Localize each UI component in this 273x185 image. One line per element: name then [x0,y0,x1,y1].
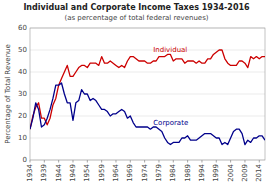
x-tick [58,160,59,163]
grid-line [30,94,265,95]
x-tick [115,160,116,163]
subtitle: (as percentage of total federal revenues… [64,14,208,22]
x-tick-label: 1994 [198,163,206,181]
series-label: Corporate [153,119,188,127]
x-tick-label: 1949 [69,164,77,182]
x-tick-label: 1954 [83,163,91,181]
x-tick [173,160,174,163]
x-tick-label: 1964 [112,163,120,181]
x-tick-label: 1989 [184,164,192,182]
x-tick [30,160,31,163]
y-tick-label: 40 [18,68,27,76]
x-tick [101,160,102,163]
x-tick-label: 1959 [98,164,106,182]
x-tick [216,160,217,163]
x-tick-label: 1934 [26,163,34,181]
x-tick [230,160,231,163]
grid-line [30,116,265,117]
y-tick-label: 0 [23,156,27,164]
y-grid [30,28,265,160]
plot-frame [30,28,265,160]
x-tick [158,160,159,163]
y-tick-label: 50 [18,46,27,54]
y-tick-label: 10 [18,134,27,142]
x-tick-label: 1979 [155,164,163,182]
x-tick [201,160,202,163]
y-tick-label: 30 [18,90,27,98]
y-axis-label: Percentage of Total Revenue [4,44,12,144]
chart: Individual and Corporate Income Taxes 19… [0,0,273,185]
x-tick [130,160,131,163]
x-tick [72,160,73,163]
grid-line [30,50,265,51]
x-tick-label: 1984 [169,163,177,181]
x-tick [187,160,188,163]
series-label: Individual [153,46,187,54]
series-line [30,50,265,129]
x-tick-label: 2004 [227,163,235,181]
x-tick-label: 1939 [40,164,48,182]
y-tick-label: 60 [18,24,27,32]
x-tick-label: 2009 [241,164,249,182]
x-tick-label: 2014 [255,163,263,181]
x-tick-label: 1999 [212,164,220,182]
x-tick-label: 1969 [126,164,134,182]
title: Individual and Corporate Income Taxes 19… [23,3,250,12]
series-line [30,83,265,145]
y-tick-label: 20 [18,112,27,120]
x-tick-label: 1974 [141,163,149,181]
x-tick [259,160,260,163]
x-tick [244,160,245,163]
series-group [30,50,265,145]
x-tick [44,160,45,163]
x-tick [144,160,145,163]
x-tick-label: 1944 [55,163,63,181]
x-tick [87,160,88,163]
